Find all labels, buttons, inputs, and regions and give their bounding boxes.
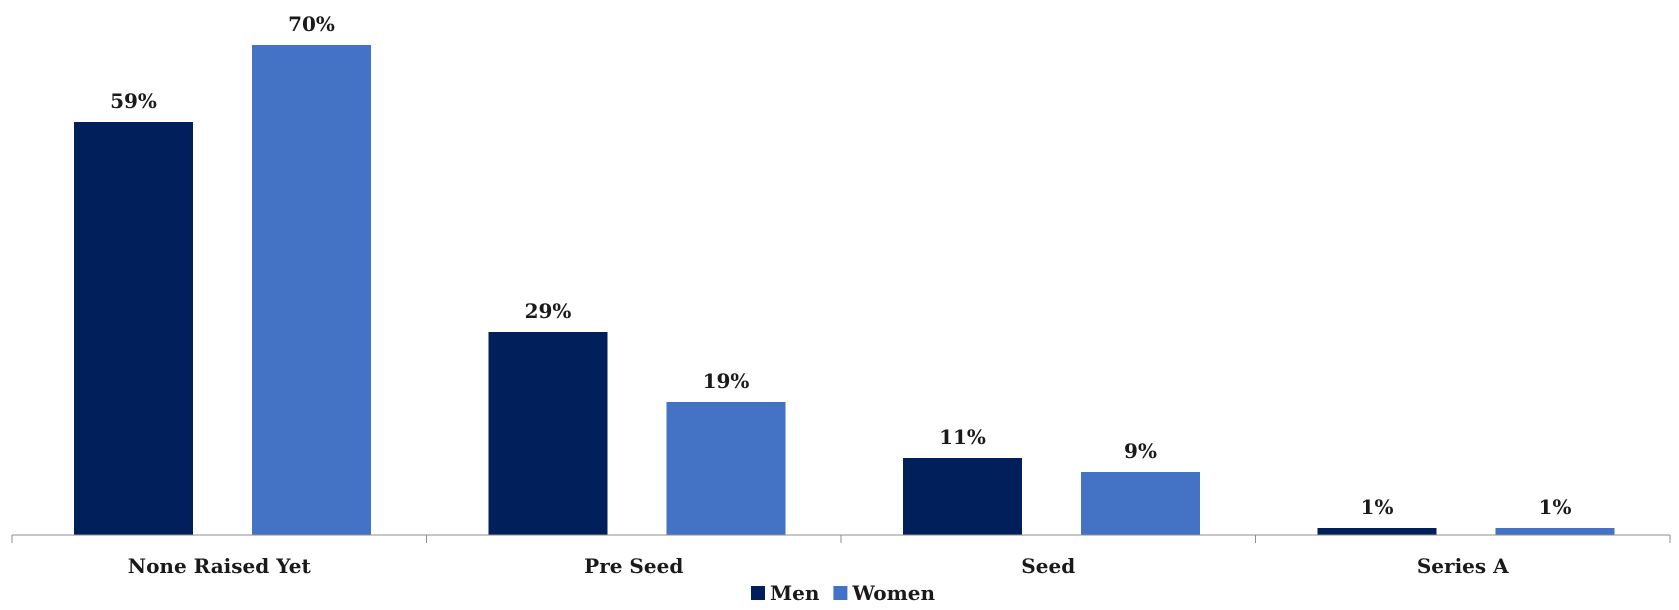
x-axis [11,534,1671,543]
legend-swatch-women [833,586,848,600]
category-label-2: Seed [1021,554,1075,578]
data-label-men-0: 59% [110,89,157,113]
legend-swatch-men [751,586,765,600]
data-label-men-1: 29% [525,299,572,323]
bar-women-1 [666,402,786,535]
bar-men-3 [1317,528,1437,535]
data-labels-group: 59% 70% 29% 19% 11% 9% 1% 1% [110,12,1571,519]
bar-women-3 [1495,528,1615,535]
legend-label-men: Men [770,581,820,605]
data-label-men-3: 1% [1361,495,1394,519]
legend-label-women: Women [851,581,935,605]
bar-women-0 [252,45,371,535]
bar-men-1 [488,332,608,535]
data-label-women-3: 1% [1539,495,1572,519]
data-label-women-0: 70% [288,12,335,36]
bar-men-2 [903,458,1022,535]
bar-women-2 [1081,472,1200,535]
legend: Men Women [751,581,935,605]
category-labels-group: None Raised Yet Pre Seed Seed Series A [128,554,1509,578]
bar-men-0 [74,122,193,535]
category-label-3: Series A [1417,554,1509,578]
category-label-1: Pre Seed [584,554,683,578]
data-label-women-2: 9% [1124,439,1157,463]
data-label-women-1: 19% [703,369,750,393]
bars-group [74,45,1615,535]
category-label-0: None Raised Yet [128,554,312,578]
data-label-men-2: 11% [939,425,986,449]
